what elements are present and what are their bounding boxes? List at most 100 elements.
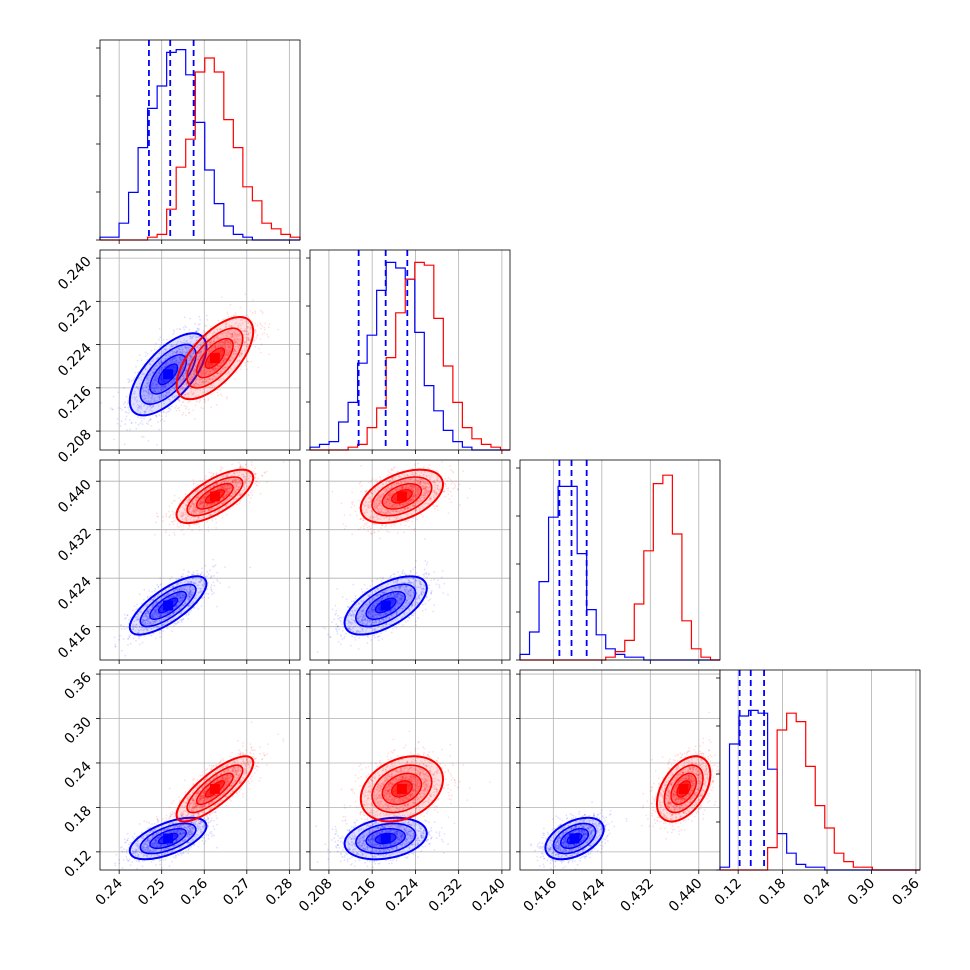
sample-point [201,333,204,335]
sample-point [211,590,214,593]
sample-point [129,642,132,645]
sample-point [158,428,161,431]
sample-point [207,530,210,532]
sample-point [255,335,258,337]
sample-point [158,398,161,401]
sample-point [164,366,167,369]
sample-point [144,355,147,357]
sample-point [166,338,168,341]
sample-point [179,340,182,343]
sample-point [153,368,156,371]
sample-point [144,351,147,354]
sample-point [203,574,205,576]
sample-point [206,521,209,524]
sample-point [172,358,174,361]
sample-point [163,411,165,413]
sample-point [172,625,175,627]
sample-point [168,380,170,383]
histogram-blue [99,49,300,241]
sample-point [178,396,180,399]
sample-point [154,376,157,379]
sample-point [173,361,176,363]
sample-point [162,339,165,341]
sample-point [145,400,148,402]
sample-point [145,391,148,393]
sample-point [195,339,198,341]
sample-point [180,621,183,623]
sample-point [165,512,168,515]
sample-point [160,629,163,632]
sample-point [189,317,191,320]
sample-point [181,380,184,383]
sample-point [217,319,220,322]
sample-point [158,394,161,397]
sample-point [156,377,159,380]
sample-point [197,608,200,610]
sample-point [215,403,218,406]
sample-point [138,406,141,408]
sample-point [150,349,153,352]
sample-point [185,414,187,417]
sample-point [150,399,153,402]
sample-point [209,576,212,579]
sample-point [185,615,188,617]
sample-point [152,371,155,374]
sample-point [147,399,150,402]
sample-point [158,372,161,374]
sample-point [213,592,215,595]
sample-point [259,309,262,312]
sample-point [254,345,257,348]
sample-point [161,396,164,399]
sample-point [261,310,263,313]
sample-point [224,566,227,568]
sample-point [114,643,117,646]
sample-point [143,588,146,591]
sample-point [183,533,185,536]
sample-point [155,637,157,640]
sample-point [226,396,229,398]
sample-point [212,575,215,577]
sample-point [240,365,243,368]
sample-point [151,591,153,593]
sample-point [151,390,154,392]
sample-point [114,646,117,648]
sample-point [196,572,199,575]
sample-point [180,387,183,390]
sample-point [128,618,130,621]
sample-point [217,388,220,391]
sample-point [199,398,202,400]
sample-point [125,415,128,418]
sample-point [158,632,161,634]
sample-point [255,337,258,340]
sample-point [207,596,210,599]
sample-point [138,635,140,638]
sample-point [162,630,165,633]
sample-point [235,371,238,374]
sample-point [187,341,189,344]
sample-point [130,379,133,382]
sample-point [180,619,183,621]
sample-point [195,400,198,403]
sample-point [173,331,176,333]
sample-point [163,383,166,386]
sample-point [187,348,190,350]
sample-point [195,523,198,526]
sample-point [193,418,196,421]
sample-point [182,326,185,329]
sample-point [122,625,125,628]
sample-point [135,386,138,389]
sample-point [162,520,165,522]
sample-point [196,336,199,338]
sample-point [185,405,188,408]
sample-point [198,315,201,318]
sample-point [158,414,161,417]
sample-point [124,406,126,409]
sample-point [210,588,213,591]
sample-point [169,346,172,348]
sample-point [159,336,162,339]
sample-point [109,407,112,410]
sample-point [220,340,223,343]
sample-point [150,425,153,427]
sample-point [228,508,231,510]
panel-0-0 [96,39,301,244]
